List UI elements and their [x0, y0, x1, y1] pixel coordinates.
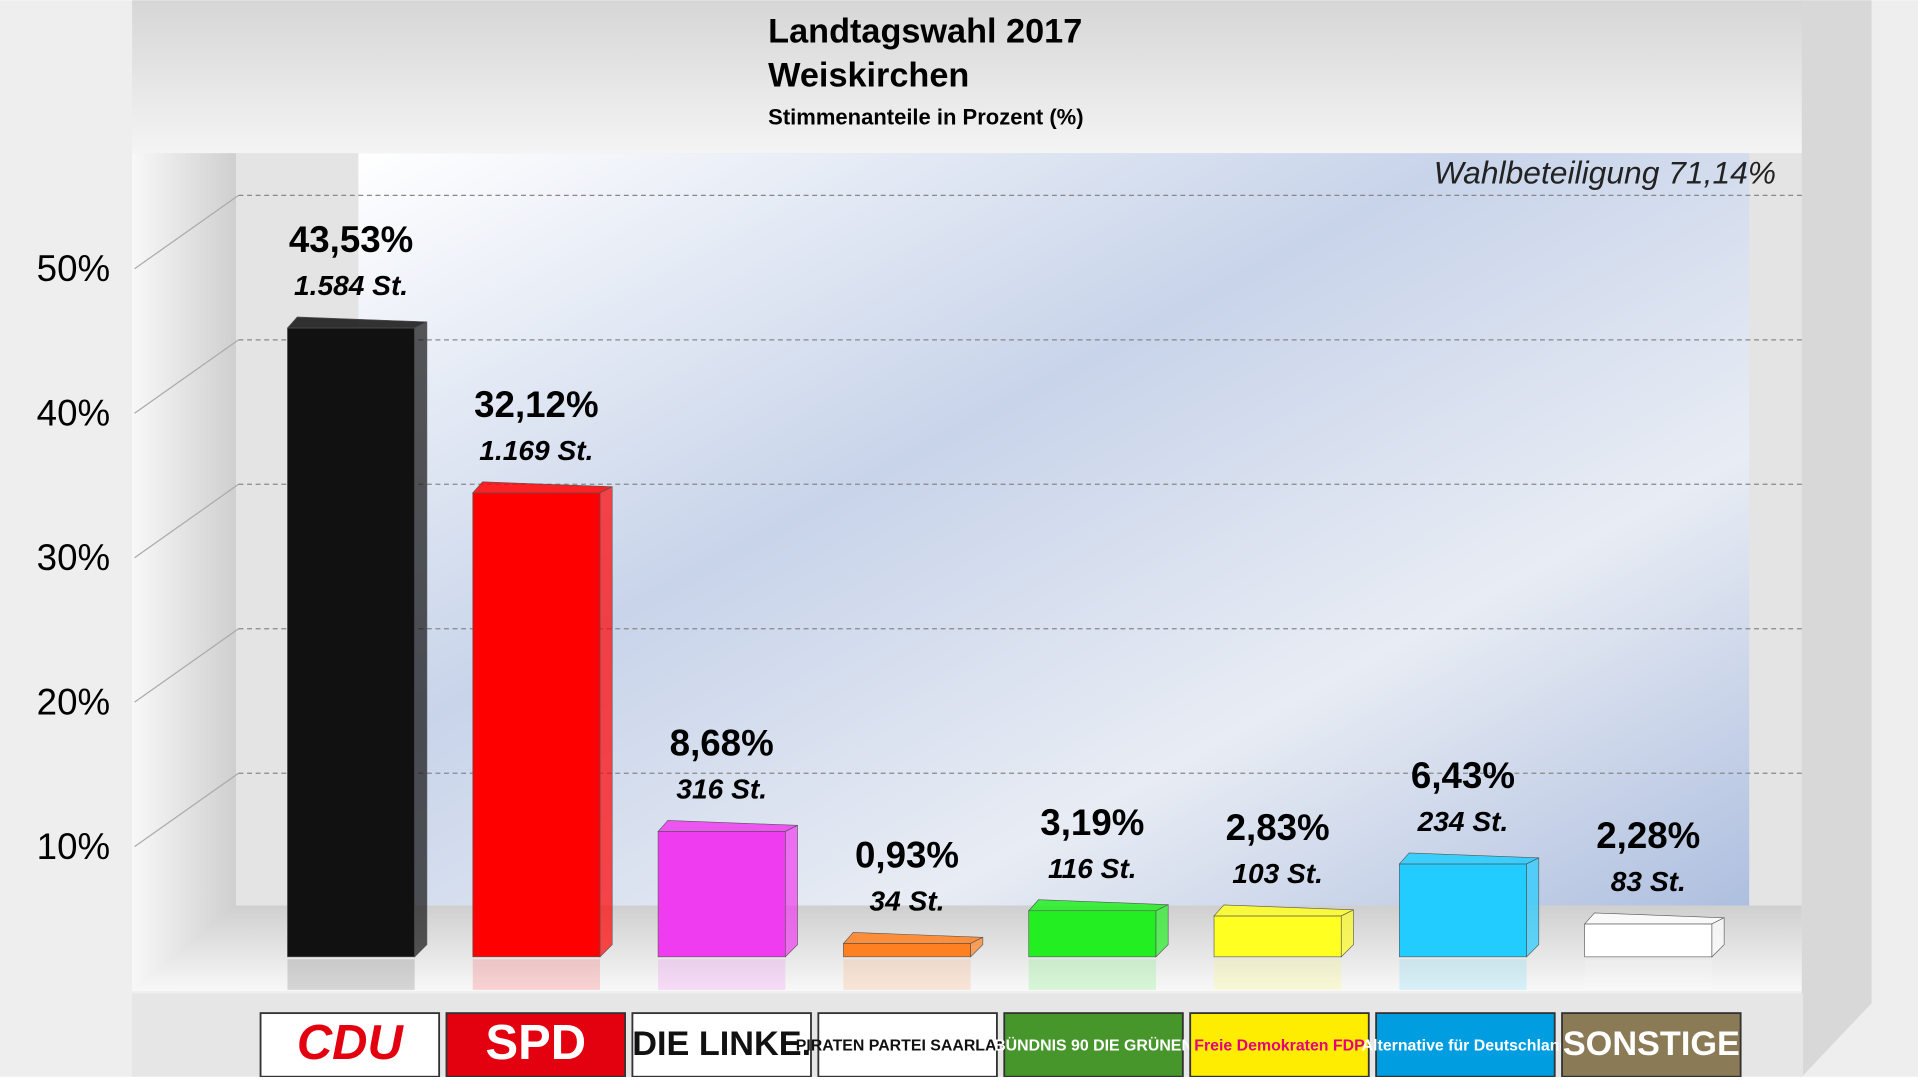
bar-side — [1155, 904, 1169, 958]
value-label: 0,93% — [855, 834, 959, 875]
chart-subtitle: Weiskirchen — [768, 56, 969, 94]
bar — [1399, 863, 1527, 958]
party-logo — [631, 1012, 812, 1078]
bar-side — [970, 936, 984, 958]
bar-shadow — [1028, 959, 1156, 990]
right-wall — [1801, 0, 1872, 1077]
x-tick-label: PIRATEN PARTEI SAARLAND — [796, 1037, 1020, 1054]
grid-line-side — [134, 339, 239, 414]
grid-line-side — [134, 772, 239, 848]
y-tick-label: 10% — [37, 826, 110, 867]
x-tick-label: Freie Demokraten FDP — [1194, 1037, 1365, 1054]
value-label: 2,83% — [1226, 807, 1330, 848]
bar — [1584, 923, 1713, 958]
bar — [1213, 915, 1342, 958]
vote-label: 34 St. — [869, 885, 944, 916]
bar-side — [1526, 857, 1540, 958]
bar-shadow — [472, 959, 600, 990]
bar-shadow — [1584, 959, 1712, 990]
bar-side — [784, 824, 798, 958]
bar-shadow — [658, 959, 786, 990]
bar-side — [599, 486, 613, 958]
value-label: 43,53% — [289, 219, 413, 260]
x-tick-label: DIE LINKE. — [632, 1025, 811, 1063]
annotation: Wahlbeteiligung 71,14% — [1434, 155, 1776, 191]
x-tick-label: BÜNDNIS 90 DIE GRÜNEN — [994, 1035, 1193, 1054]
party-logo — [817, 1012, 998, 1078]
header-panel — [132, 0, 1804, 154]
y-tick-label: 30% — [37, 537, 110, 578]
bar — [843, 943, 971, 958]
bar-shadow — [1214, 959, 1342, 990]
grid-line-side — [134, 194, 239, 270]
bar-side — [414, 321, 428, 958]
value-label: 2,28% — [1596, 815, 1700, 856]
x-tick-label: Alternative für Deutschland — [1362, 1037, 1570, 1054]
vote-label: 234 St. — [1417, 806, 1509, 837]
x-tick-label: SONSTIGE — [1563, 1025, 1740, 1063]
party-logo — [1561, 1012, 1742, 1078]
vote-label: 116 St. — [1048, 853, 1137, 884]
vote-label: 1.584 St. — [294, 270, 408, 301]
x-tick-label: SPD — [485, 1016, 586, 1070]
bar-side — [1340, 909, 1354, 958]
party-logo — [259, 1012, 441, 1078]
axis-label: Stimmenanteile in Prozent (%) — [768, 105, 1083, 130]
x-tick-label: CDU — [297, 1016, 405, 1070]
party-logo — [1189, 1012, 1370, 1078]
bar-shadow — [1399, 959, 1527, 990]
grid-line-side — [134, 483, 239, 559]
value-label: 32,12% — [474, 384, 598, 425]
vote-label: 316 St. — [676, 774, 767, 805]
y-tick-label: 20% — [37, 681, 110, 722]
party-logo — [445, 1012, 626, 1078]
y-tick-label: 40% — [37, 392, 110, 433]
y-tick-label: 50% — [37, 248, 110, 289]
bar-shadow — [843, 959, 971, 990]
chart-title: Landtagswahl 2017 — [768, 12, 1082, 50]
bar — [657, 831, 786, 958]
bar — [472, 492, 601, 958]
value-label: 8,68% — [670, 723, 774, 764]
bar — [1028, 910, 1157, 958]
vote-label: 1.169 St. — [479, 435, 593, 466]
bar-side — [1711, 917, 1725, 958]
grid-line-side — [134, 628, 239, 703]
value-label: 6,43% — [1411, 755, 1515, 796]
bar — [287, 327, 415, 958]
vote-label: 83 St. — [1611, 866, 1686, 897]
value-label: 3,19% — [1040, 802, 1144, 843]
left-wall — [132, 153, 237, 992]
vote-label: 103 St. — [1232, 858, 1323, 889]
bar-shadow — [287, 959, 415, 990]
party-logo — [1375, 1012, 1556, 1078]
